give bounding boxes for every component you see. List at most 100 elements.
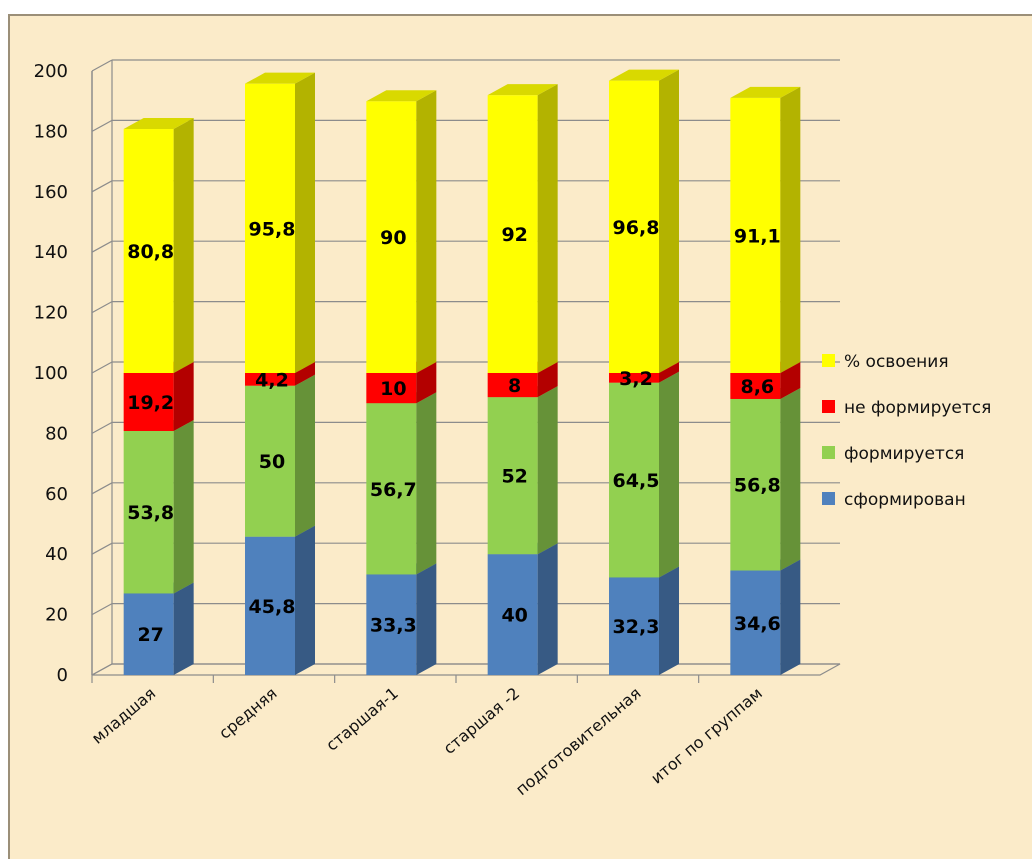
- bar-segment: [609, 69, 679, 373]
- bar-front: [366, 403, 417, 575]
- bar-front: [123, 593, 174, 675]
- gridline-side-80: [91, 421, 113, 434]
- data-label: 64,5: [613, 470, 660, 492]
- data-label: 8,6: [740, 376, 774, 398]
- data-label: 19,2: [127, 392, 174, 414]
- bar-side: [537, 543, 558, 675]
- y-tick-label: 160: [34, 182, 68, 203]
- y-tick-label: 180: [34, 121, 68, 142]
- bar-side: [416, 563, 437, 675]
- bar-side: [659, 566, 679, 675]
- data-label: 10: [380, 378, 406, 400]
- data-label: 91,1: [734, 225, 781, 247]
- bar-side: [416, 362, 437, 404]
- bar-front: [730, 570, 781, 675]
- y-tick-label: 200: [34, 61, 68, 82]
- bar-segment: [609, 566, 679, 675]
- bar-side: [780, 387, 801, 571]
- data-label: 53,8: [127, 502, 174, 524]
- data-label: 40: [501, 605, 527, 627]
- bar-front: [366, 373, 417, 404]
- bar-segment: [366, 563, 437, 675]
- data-label: 27: [137, 624, 163, 646]
- bar-side: [295, 72, 315, 374]
- bar-front: [730, 373, 781, 399]
- legend-swatch: [822, 400, 835, 413]
- data-label: 45,8: [249, 596, 296, 618]
- gridline-side-160: [91, 180, 113, 193]
- bar-top: [609, 69, 679, 81]
- bar-front: [123, 430, 174, 594]
- data-label: 3,2: [619, 368, 653, 390]
- legend-item: формируется: [822, 444, 964, 464]
- bar-side: [173, 582, 194, 675]
- bar-side: [537, 362, 558, 398]
- x-tick-label: старшая-1: [322, 684, 402, 755]
- y-tick-label: 0: [57, 665, 68, 686]
- gridline-side-120: [91, 301, 113, 314]
- data-label: 96,8: [613, 217, 660, 239]
- legend-label: не формируется: [844, 398, 991, 418]
- legend-label: формируется: [844, 444, 964, 464]
- bar-front: [609, 373, 659, 383]
- bar-side: [537, 84, 558, 373]
- floor: [91, 663, 841, 676]
- legend-swatch: [822, 492, 835, 505]
- bar-front: [487, 95, 538, 373]
- y-tick-label: 20: [45, 605, 68, 626]
- gridline-side-180: [91, 119, 113, 132]
- data-label: 50: [259, 451, 285, 473]
- x-tick-label: средняя: [215, 684, 281, 743]
- legend-item: сформирован: [822, 490, 966, 510]
- bar-side: [173, 362, 194, 431]
- bar-front: [730, 97, 781, 374]
- y-tick-label: 80: [45, 423, 68, 444]
- x-tick-label: итог по группам: [647, 684, 766, 788]
- bar-front: [245, 83, 295, 374]
- bar-side: [537, 386, 558, 555]
- data-label: 8: [508, 375, 521, 397]
- data-label: 4,2: [255, 369, 289, 391]
- legend-item: не формируется: [822, 398, 991, 418]
- bar-front: [123, 128, 174, 373]
- gridline-side-100: [91, 361, 113, 374]
- legend: % освоения не формируется формируется сформ…: [822, 352, 991, 510]
- bar-top: [245, 72, 315, 84]
- bar-front: [487, 397, 538, 555]
- bar-front: [609, 577, 659, 675]
- data-label: 52: [501, 466, 527, 488]
- bar-segment: [730, 86, 801, 374]
- gridline-side-60: [91, 482, 113, 495]
- y-tick-label: 100: [34, 363, 68, 384]
- bar-side: [295, 374, 315, 537]
- bar-top: [487, 84, 558, 96]
- bar-side: [780, 362, 801, 399]
- gridline-side-200: [91, 59, 113, 72]
- grid-layer: 0 20 40 60 80 100 120 140 160 180 200: [34, 59, 841, 686]
- gridline-side-20: [91, 603, 113, 616]
- x-tick-label: старшая -2: [440, 684, 524, 758]
- bar-front: [245, 536, 295, 675]
- y-tick-label: 120: [34, 303, 68, 324]
- y-tick-label: 40: [45, 544, 68, 565]
- data-label: 33,3: [370, 615, 417, 637]
- bar-side: [295, 362, 315, 386]
- data-label: 95,8: [249, 218, 296, 240]
- bar-segment: [245, 72, 315, 374]
- bar-side: [173, 117, 194, 373]
- y-tick-label: 140: [34, 242, 68, 263]
- bar-side: [659, 371, 679, 578]
- data-label: 92: [501, 224, 527, 246]
- bar-segment: [123, 117, 194, 373]
- data-label: 34,6: [734, 613, 781, 635]
- legend-label: сформирован: [844, 490, 966, 510]
- bar-side: [780, 86, 801, 374]
- bar-side: [416, 90, 437, 373]
- bar-front: [123, 373, 174, 431]
- x-tick-label: подготовительная: [512, 684, 645, 800]
- y-tick-label: 60: [45, 484, 68, 505]
- bar-side: [295, 525, 315, 675]
- x-tick-label: младшая: [88, 684, 159, 748]
- legend-label: % освоения: [844, 352, 949, 372]
